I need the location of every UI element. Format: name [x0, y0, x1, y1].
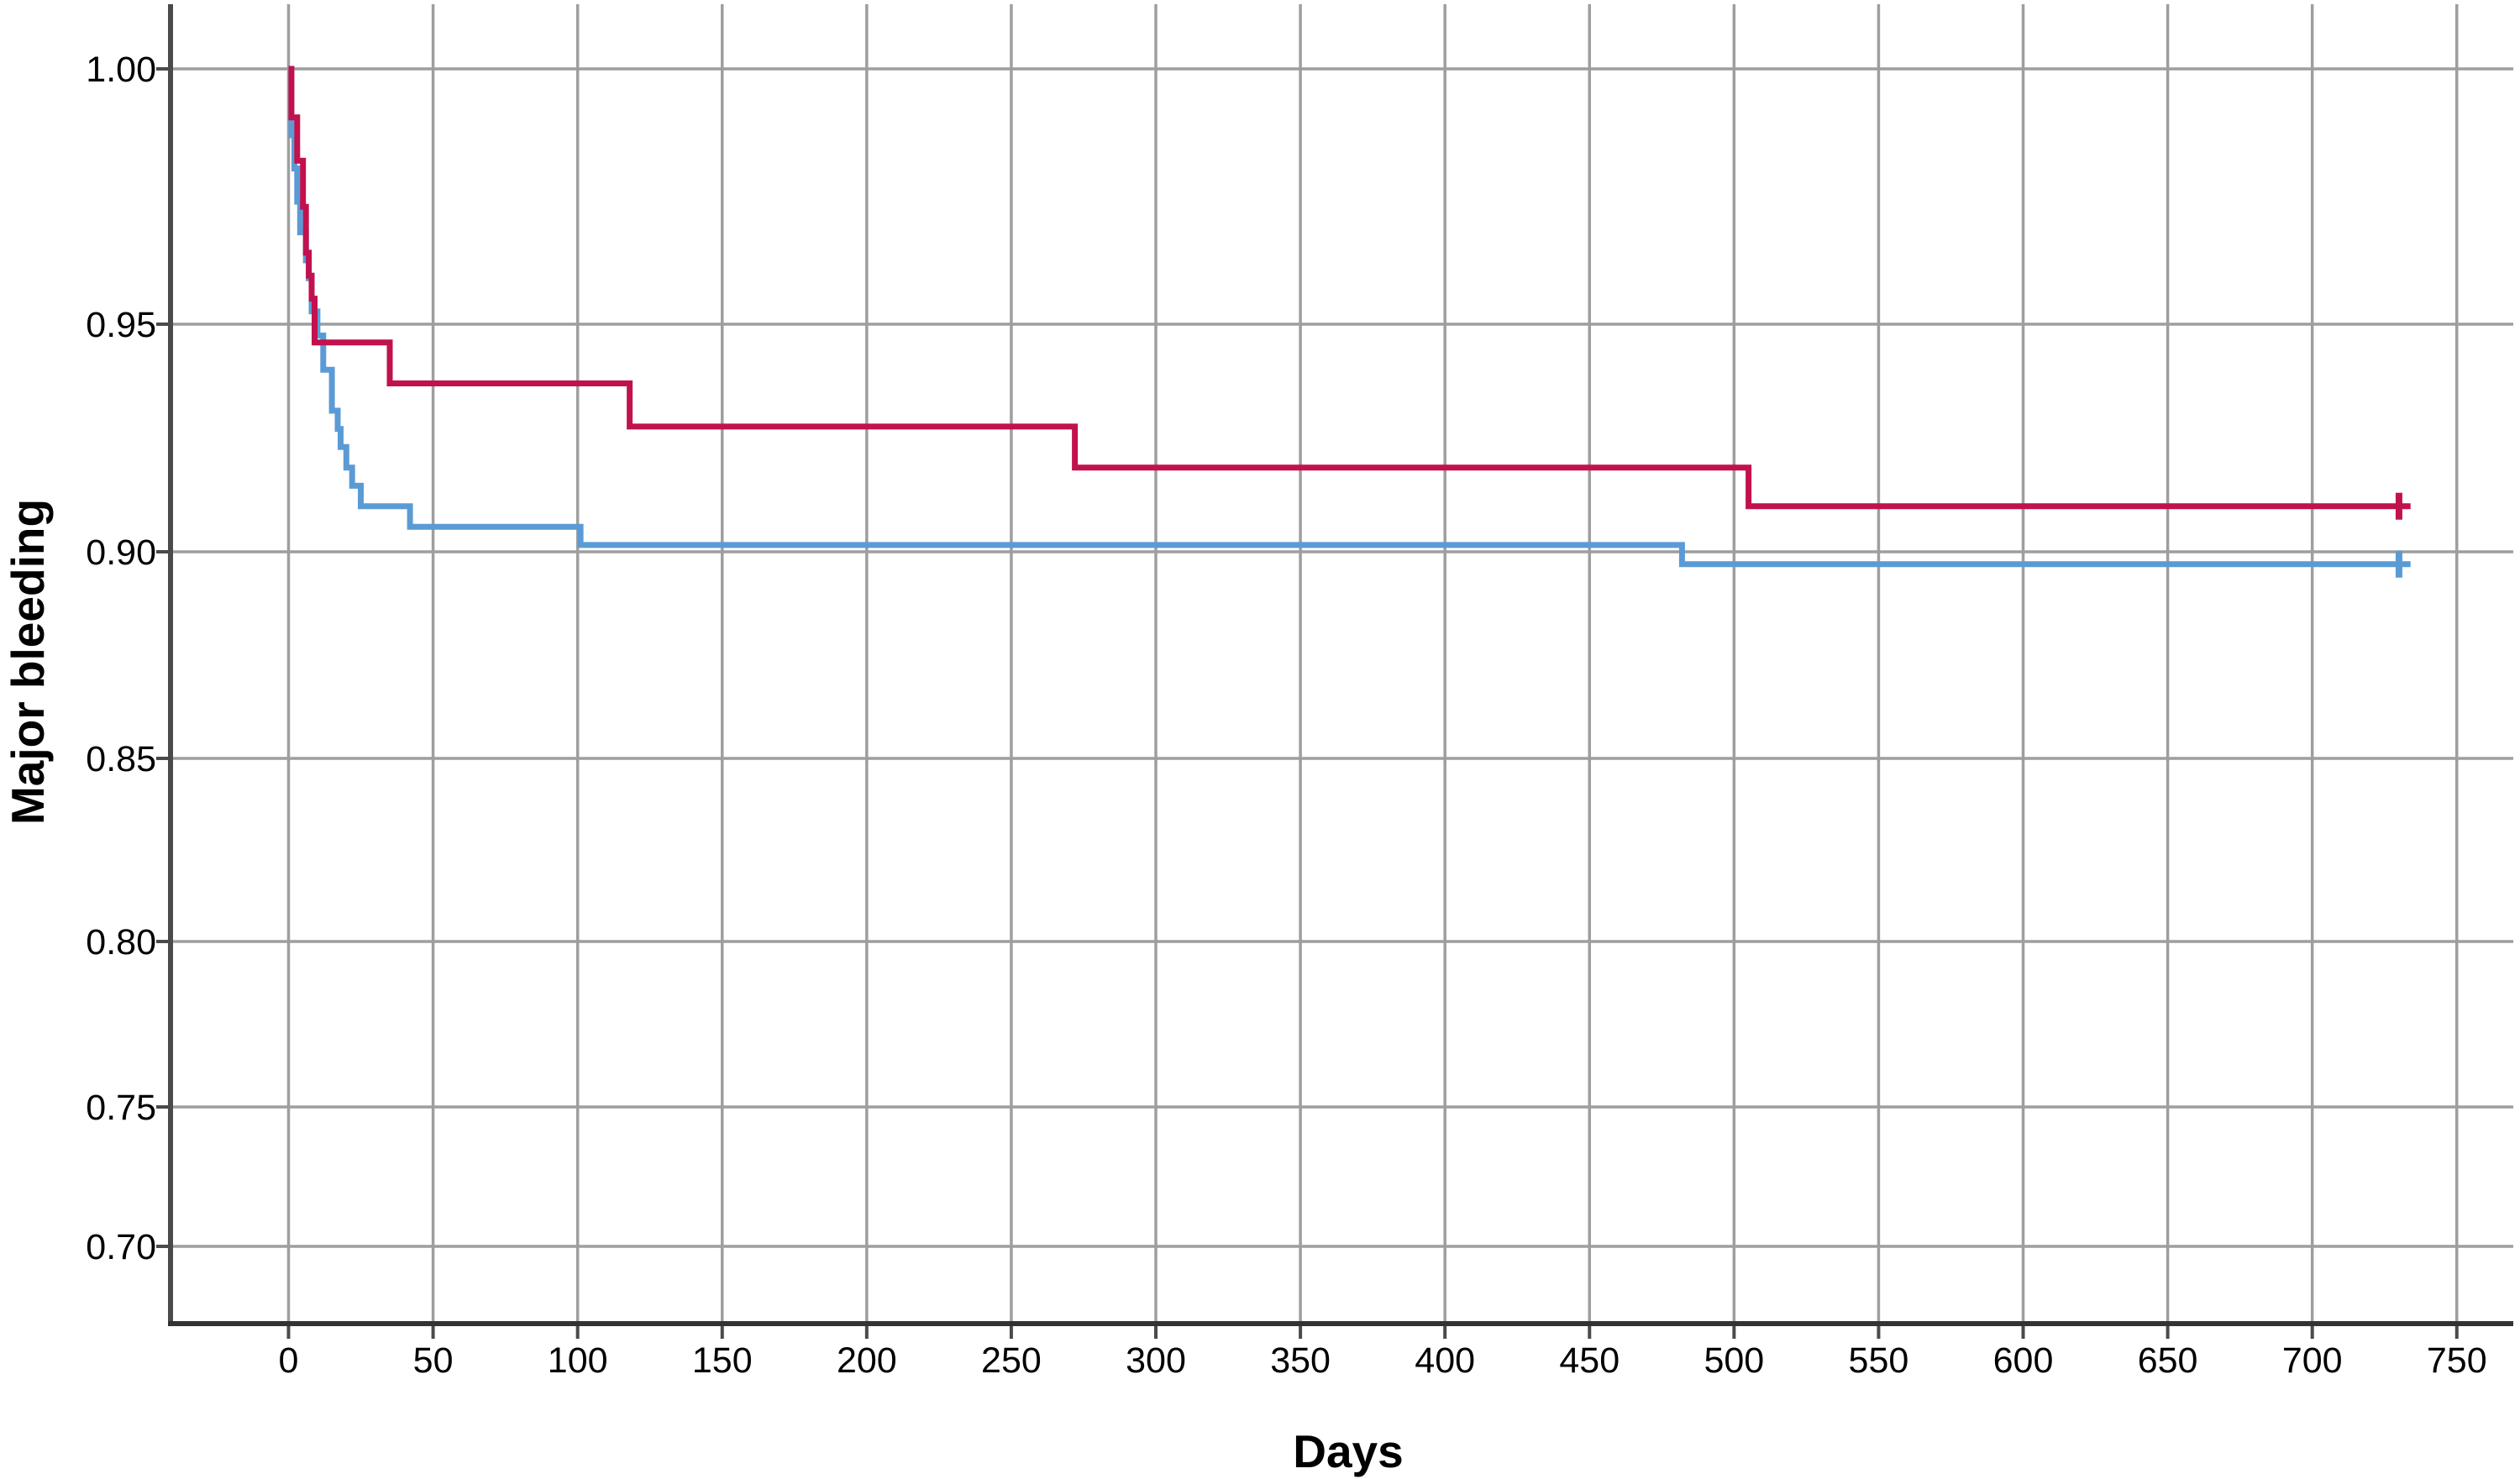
x-tick-label: 500	[1704, 1340, 1764, 1381]
x-axis-title: Days	[1293, 1425, 1403, 1477]
x-tick-label: 250	[981, 1340, 1042, 1381]
x-tick-label: 400	[1415, 1340, 1475, 1381]
y-tick-label: 0.80	[86, 922, 156, 962]
km-blue-curve	[288, 66, 2411, 568]
curve-layer	[288, 66, 2411, 578]
tick-label-layer: 1.00 0.95 0.90 0.85 0.80 0.75 0.70 0 50 100 150 200…	[86, 50, 2486, 1381]
y-tick-label: 0.75	[86, 1088, 156, 1128]
y-tick-label: 0.95	[86, 305, 156, 345]
x-tick-label: 700	[2282, 1340, 2343, 1381]
x-tick-label: 200	[837, 1340, 897, 1381]
x-tick-label: 0	[279, 1340, 299, 1381]
x-tick-label: 350	[1270, 1340, 1331, 1381]
y-axis-title: Major bleeding	[2, 499, 54, 825]
x-tick-label: 450	[1559, 1340, 1620, 1381]
grid-layer	[171, 4, 2513, 1324]
axis-layer	[156, 4, 2513, 1339]
y-tick-label: 1.00	[86, 50, 156, 90]
x-tick-label: 550	[1849, 1340, 1909, 1381]
x-tick-label: 100	[548, 1340, 608, 1381]
x-tick-label: 50	[413, 1340, 454, 1381]
x-tick-label: 150	[692, 1340, 753, 1381]
x-tick-label: 650	[2138, 1340, 2198, 1381]
y-tick-label: 0.90	[86, 532, 156, 573]
y-tick-label: 0.85	[86, 739, 156, 779]
x-tick-label: 750	[2427, 1340, 2487, 1381]
y-tick-label: 0.70	[86, 1227, 156, 1267]
km-red-curve	[288, 66, 2411, 510]
x-tick-label: 600	[1993, 1340, 2054, 1381]
x-tick-label: 300	[1126, 1340, 1186, 1381]
